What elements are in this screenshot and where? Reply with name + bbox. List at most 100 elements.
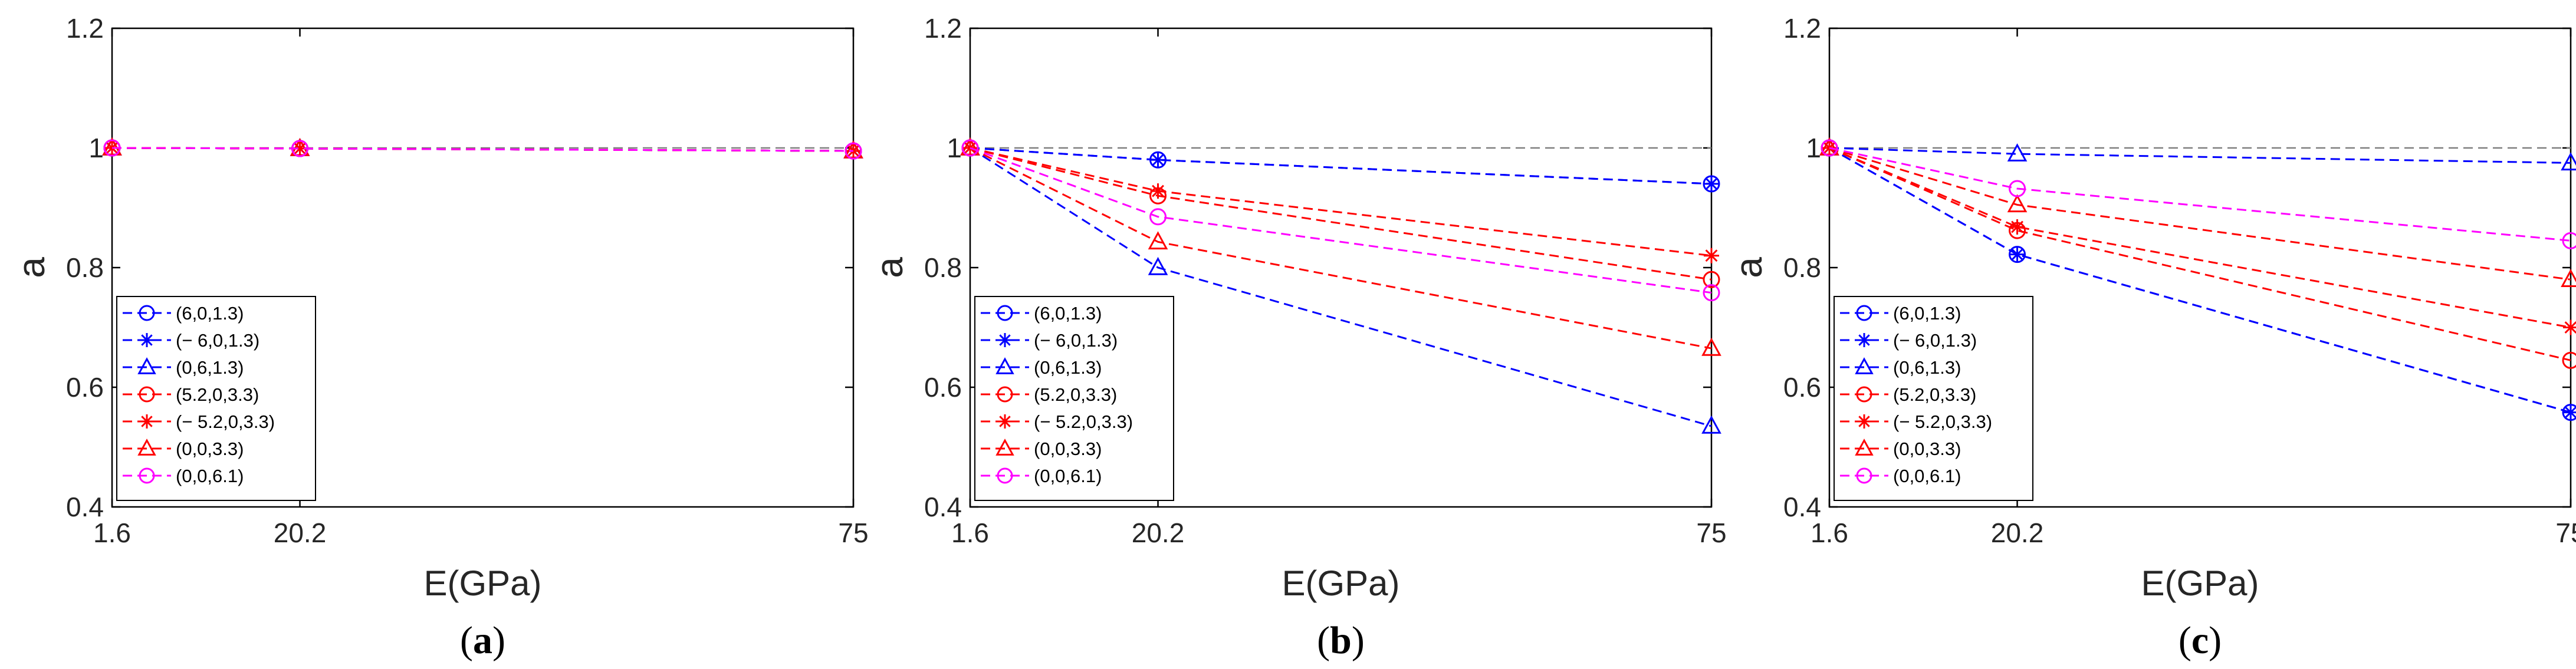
x-tick-label: 75 — [1696, 518, 1726, 548]
legend-label: (0,6,1.3) — [1034, 357, 1102, 378]
panel-caption: (a) — [460, 619, 505, 662]
data-point — [1703, 271, 1720, 288]
y-tick-label: 0.6 — [1783, 372, 1821, 403]
series-line — [970, 147, 1712, 185]
series-6 — [103, 139, 862, 160]
legend-label: (0,0,3.3) — [1893, 439, 1961, 459]
data-point — [1701, 337, 1721, 356]
legend-item: (0,0,6.1) — [123, 466, 244, 486]
y-tick-label: 1 — [1806, 133, 1821, 163]
chart-panel-b: 0.4 0.6 0.8 1 1.2 1.6 20.2 75 E(GPa) a (6,0,1.3) (−… — [868, 13, 1727, 662]
data-point — [2562, 232, 2576, 249]
legend-marker — [137, 439, 156, 456]
y-tick-label: 1.2 — [66, 13, 104, 44]
panel-caption: (c) — [2179, 619, 2222, 662]
data-point — [2009, 219, 2025, 235]
data-point — [1148, 256, 1168, 275]
y-tick-label: 1 — [947, 133, 962, 163]
legend-marker — [1855, 439, 1874, 456]
series-line — [970, 147, 1712, 350]
y-tick-label: 0.8 — [1783, 252, 1821, 283]
legend-item: (0,6,1.3) — [1840, 357, 1961, 378]
legend-label: (− 5.2,0,3.3) — [176, 411, 275, 432]
legend-label: (0,0,6.1) — [176, 466, 244, 486]
legend-item: (6,0,1.3) — [123, 303, 244, 324]
legend-label: (5.2,0,3.3) — [176, 384, 259, 405]
legend-item: (− 5.2,0,3.3) — [981, 411, 1133, 432]
legend-box — [116, 296, 316, 501]
data-point — [2562, 351, 2576, 369]
data-point — [2009, 180, 2026, 197]
x-axis-label: E(GPa) — [423, 563, 541, 603]
data-point — [2007, 143, 2028, 162]
legend-marker — [998, 333, 1012, 347]
legend-box — [1834, 296, 2033, 501]
legend-item: (5.2,0,3.3) — [123, 384, 259, 405]
data-point — [2009, 246, 2025, 262]
legend-marker — [995, 439, 1014, 456]
legend-item: (− 5.2,0,3.3) — [123, 411, 275, 432]
data-point — [1821, 139, 1838, 157]
y-tick-label: 0.8 — [924, 252, 962, 283]
legend-label: (6,0,1.3) — [1893, 303, 1961, 324]
legend-marker — [998, 414, 1012, 429]
legend-item: (− 5.2,0,3.3) — [1840, 411, 1992, 432]
x-tick-label: 1.6 — [951, 518, 989, 548]
legend-label: (0,0,3.3) — [176, 439, 244, 459]
x-axis-label: E(GPa) — [1282, 563, 1399, 603]
y-tick-label: 1.2 — [924, 13, 962, 44]
legend: (6,0,1.3) (− 6,0,1.3) (0,6,1.3) (5.2,0,3.3)… — [974, 296, 1174, 501]
x-tick-label: 20.2 — [274, 518, 327, 548]
legend-item: (0,6,1.3) — [981, 357, 1102, 378]
legend-label: (6,0,1.3) — [1034, 303, 1102, 324]
legend-box — [974, 296, 1174, 501]
legend-marker — [140, 414, 154, 429]
y-axis-label: a — [868, 257, 911, 278]
legend-item: (− 6,0,1.3) — [1840, 330, 1977, 351]
data-point — [1150, 152, 1166, 168]
data-point — [2007, 194, 2028, 213]
y-tick-label: 0.4 — [66, 492, 104, 522]
panel-letter: a — [473, 619, 492, 662]
legend-marker — [1856, 467, 1872, 484]
x-tick-label: 75 — [838, 518, 868, 548]
data-point — [2561, 152, 2576, 171]
series-line — [1829, 147, 2571, 164]
legend-marker — [1857, 414, 1871, 429]
legend-item: (0,6,1.3) — [123, 357, 244, 378]
legend-item: (0,0,3.3) — [1840, 439, 1961, 459]
x-axis-label: E(GPa) — [2141, 563, 2259, 603]
legend-marker — [995, 357, 1014, 374]
legend-item: (5.2,0,3.3) — [981, 384, 1117, 405]
legend-label: (5.2,0,3.3) — [1893, 384, 1976, 405]
data-point — [291, 140, 309, 157]
series-5 — [1819, 137, 2576, 288]
data-point — [960, 137, 980, 156]
legend-label: (− 5.2,0,3.3) — [1893, 411, 1992, 432]
legend: (6,0,1.3) (− 6,0,1.3) (0,6,1.3) (5.2,0,3.3)… — [116, 296, 316, 501]
data-point — [845, 142, 862, 160]
legend-item: (− 6,0,1.3) — [123, 330, 259, 351]
legend-label: (− 6,0,1.3) — [1893, 330, 1977, 351]
panel-letter: b — [1330, 619, 1352, 662]
legend-label: (0,0,6.1) — [1893, 466, 1961, 486]
legend: (6,0,1.3) (− 6,0,1.3) (0,6,1.3) (5.2,0,3.3)… — [1834, 296, 2033, 501]
legend-item: (6,0,1.3) — [1840, 303, 1961, 324]
x-tick-label: 20.2 — [1132, 518, 1185, 548]
data-point — [1703, 284, 1720, 302]
y-tick-label: 1 — [88, 133, 104, 163]
y-tick-label: 0.6 — [924, 372, 962, 403]
y-tick-label: 0.6 — [66, 372, 104, 403]
series-line — [1829, 147, 2571, 281]
legend-item: (5.2,0,3.3) — [1840, 384, 1976, 405]
legend-marker — [1857, 333, 1871, 347]
data-point — [1704, 248, 1719, 263]
chart-panel-a: 0.4 0.6 0.8 1 1.2 1.6 20.2 75 E(GPa) a (6,0,1.3) (−… — [10, 13, 869, 662]
legend-marker — [139, 467, 155, 484]
legend-marker — [997, 386, 1013, 403]
series-6 — [1821, 139, 2576, 249]
legend-item: (− 6,0,1.3) — [981, 330, 1118, 351]
legend-item: (0,0,3.3) — [123, 439, 244, 459]
legend-marker — [1856, 386, 1872, 403]
